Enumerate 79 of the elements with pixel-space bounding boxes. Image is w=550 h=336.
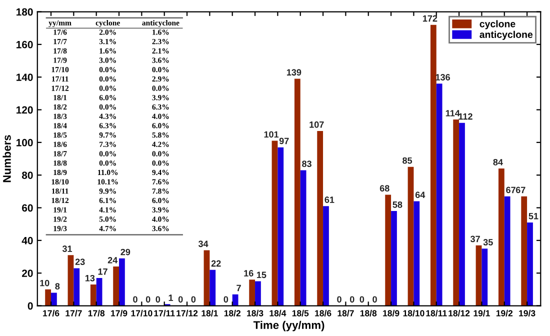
x-tick-label: 17/7	[66, 310, 82, 316]
x-tick-label: 18/2	[224, 310, 241, 316]
y-tick-label: 20	[22, 270, 33, 277]
data-label: 112	[458, 113, 472, 120]
data-label: 24	[108, 256, 118, 264]
data-label: 0	[156, 296, 160, 303]
data-label: 13	[85, 274, 95, 282]
x-tick-label: 18/7	[338, 310, 354, 316]
data-label: 0	[178, 296, 183, 303]
data-label: 107	[310, 121, 324, 128]
data-label: 1	[168, 294, 174, 301]
data-label: 67	[506, 186, 516, 194]
x-axis-title: Time (yy/mm)	[253, 320, 324, 332]
data-label: 0	[372, 296, 377, 303]
y-tick-label: 40	[22, 236, 33, 244]
y-tick-label: 120	[16, 106, 33, 114]
data-label: 29	[120, 248, 130, 256]
x-tick-label: 18/4	[270, 310, 286, 316]
data-label: 35	[483, 239, 493, 246]
data-label: 67	[516, 186, 526, 194]
data-label: 7	[236, 284, 241, 292]
data-label: 172	[422, 15, 438, 22]
data-label: 58	[392, 201, 402, 208]
x-tick-label: 18/6	[315, 310, 332, 316]
x-tick-label: 18/1	[202, 310, 218, 316]
data-label: 139	[286, 69, 302, 76]
x-tick-label: 17/11	[154, 310, 175, 316]
data-label: 68	[380, 185, 390, 192]
data-label: 61	[324, 196, 334, 203]
y-tick-label: 180	[16, 8, 33, 16]
data-label: 0	[337, 296, 342, 303]
data-label: 85	[402, 157, 412, 164]
x-tick-label: 18/3	[247, 310, 264, 316]
data-label: 83	[302, 160, 312, 168]
x-tick-label: 19/1	[474, 310, 490, 316]
x-tick-label: 18/9	[383, 310, 400, 316]
data-label: 97	[279, 138, 289, 144]
data-label: 0	[224, 296, 228, 303]
data-label: 84	[493, 158, 503, 166]
x-tick-label: 18/10	[403, 310, 424, 316]
data-label: 0	[350, 296, 354, 303]
y-tick-label: 0	[28, 302, 33, 310]
y-tick-label: 60	[22, 204, 33, 212]
data-label: 15	[256, 272, 266, 278]
data-label: 34	[198, 240, 208, 248]
x-tick-label: 18/11	[426, 310, 447, 316]
data-label: 37	[470, 236, 480, 242]
x-tick-label: 19/2	[496, 310, 513, 316]
data-label: 23	[75, 258, 85, 266]
x-tick-label: 18/8	[360, 310, 377, 316]
x-tick-label: 17/9	[111, 310, 128, 316]
x-tick-label: 17/12	[176, 310, 198, 316]
legend-label: cyclone	[480, 20, 516, 30]
data-label: 22	[211, 260, 221, 267]
data-label: 101	[264, 131, 279, 138]
x-tick-label: 18/5	[292, 310, 309, 316]
y-tick-label: 100	[16, 138, 33, 146]
x-tick-label: 17/6	[43, 310, 60, 316]
data-label: 0	[133, 296, 138, 303]
data-label: 8	[55, 283, 60, 290]
x-tick-label: 19/3	[519, 310, 536, 316]
y-axis-title: Numbers	[2, 135, 11, 182]
data-label: 64	[415, 192, 426, 198]
data-label: 16	[244, 270, 254, 276]
x-tick-label: 17/10	[131, 310, 152, 316]
data-label: 0	[191, 296, 196, 303]
x-tick-label: 18/12	[448, 310, 470, 316]
data-label: 114	[446, 110, 460, 116]
data-label: 0	[146, 296, 150, 303]
y-tick-label: 80	[22, 172, 33, 179]
y-tick-label: 140	[16, 74, 33, 81]
legend-label: anticyclone	[480, 30, 533, 40]
data-label: 17	[98, 268, 108, 275]
data-label: 10	[40, 280, 50, 286]
data-label: 51	[528, 212, 538, 220]
y-tick-label: 160	[16, 40, 33, 48]
data-label: 0	[360, 296, 364, 303]
x-tick-label: 17/8	[88, 310, 105, 316]
data-label: 31	[62, 246, 72, 252]
